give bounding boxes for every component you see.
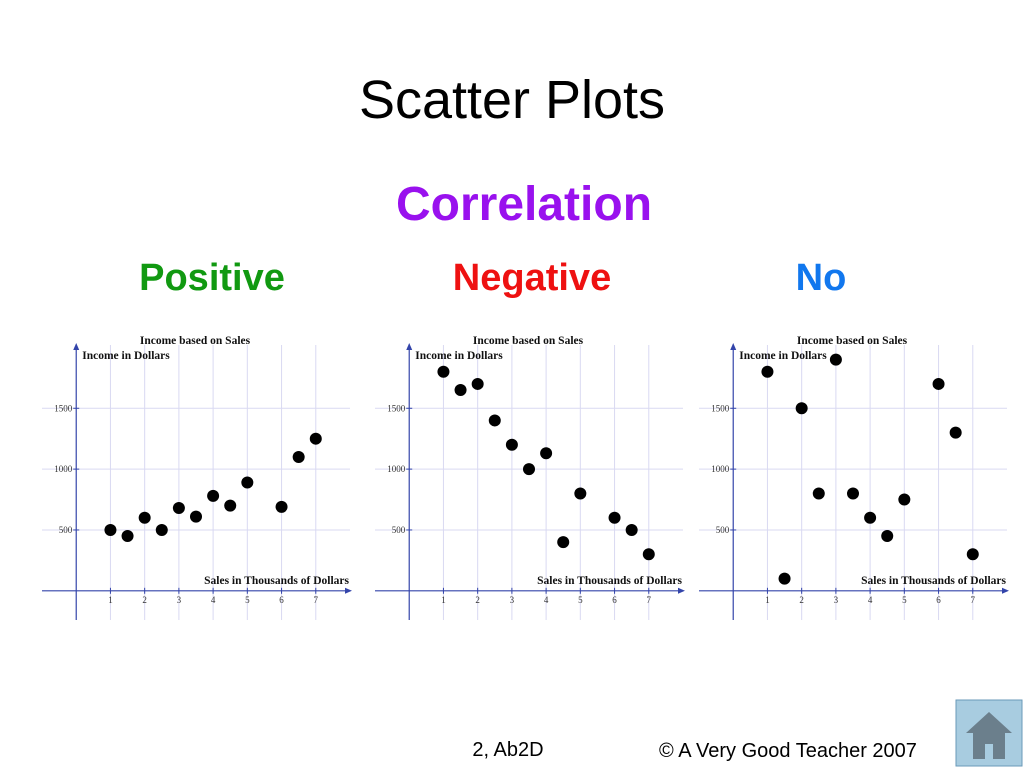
slide-subtitle: Correlation	[396, 178, 652, 231]
x-tick-label: 1	[108, 595, 113, 605]
point	[275, 500, 288, 513]
point	[505, 438, 518, 451]
x-tick-label: 6	[612, 595, 617, 605]
y-tick-label: 1500	[54, 403, 73, 413]
home-roof[interactable]	[966, 712, 1012, 733]
point	[540, 447, 553, 460]
point	[155, 523, 168, 536]
point	[224, 499, 237, 512]
scatter-chart: No 1 2 3 4 5 6 7 500 1000 1500 Income based on Sale…	[699, 257, 1009, 620]
x-tick-label: 3	[510, 595, 515, 605]
x-tick-label: 7	[314, 595, 319, 605]
y-tick-label: 500	[392, 525, 406, 535]
point	[172, 502, 185, 515]
chart-title: Income based on Sales	[140, 335, 251, 347]
point	[812, 487, 825, 500]
x-tick-label: 1	[441, 595, 446, 605]
scatter-chart: Negative 1 2 3 4 5 6 7 500 1000 1500 Income based o…	[375, 257, 685, 620]
chart-title: Income based on Sales	[797, 335, 908, 347]
y-tick-label: 1500	[711, 403, 730, 413]
point	[292, 450, 305, 463]
y-tick-label: 1500	[387, 403, 406, 413]
x-tick-label: 4	[868, 595, 873, 605]
x-tick-label: 4	[211, 595, 216, 605]
y-axis-label: Income in Dollars	[82, 350, 170, 362]
point	[795, 402, 808, 415]
point	[207, 489, 220, 502]
copyright: © A Very Good Teacher 2007	[659, 740, 917, 762]
point	[625, 523, 638, 536]
y-tick-label: 1000	[54, 464, 73, 474]
y-tick-label: 1000	[387, 464, 406, 474]
point	[138, 511, 151, 524]
scatter-chart: Positive 1 2 3 4 5 6 7 500 1000 1500 Income based o…	[42, 257, 352, 620]
x-tick-label: 2	[475, 595, 480, 605]
point	[454, 384, 467, 397]
slide-title: Scatter Plots	[359, 70, 665, 130]
home-door[interactable]	[985, 744, 993, 759]
y-axis-label: Income in Dollars	[415, 350, 503, 362]
x-tick-label: 3	[177, 595, 182, 605]
point	[309, 432, 322, 445]
x-tick-label: 2	[799, 595, 804, 605]
y-tick-label: 1000	[711, 464, 730, 474]
x-tick-label: 3	[834, 595, 839, 605]
point	[761, 365, 774, 378]
y-axis-arrow	[406, 343, 413, 350]
x-tick-label: 2	[142, 595, 147, 605]
chart-heading: Negative	[453, 257, 611, 299]
point	[966, 548, 979, 561]
point	[847, 487, 859, 500]
point	[574, 487, 587, 500]
chart-title: Income based on Sales	[473, 335, 584, 347]
point	[241, 476, 254, 489]
x-tick-label: 4	[544, 595, 549, 605]
x-axis-label: Sales in Thousands of Dollars	[204, 575, 349, 587]
x-tick-label: 6	[279, 595, 284, 605]
point	[523, 463, 535, 476]
home-button[interactable]	[955, 699, 1023, 767]
x-tick-label: 6	[936, 595, 941, 605]
x-axis-arrow	[678, 587, 685, 594]
point	[949, 426, 962, 439]
point	[190, 510, 202, 523]
chart-heading: No	[796, 257, 847, 299]
chart-heading: Positive	[139, 257, 285, 299]
y-tick-label: 500	[716, 525, 730, 535]
point	[437, 365, 450, 378]
point	[608, 511, 621, 524]
footer: 2, Ab2D	[472, 739, 543, 761]
point	[642, 548, 655, 561]
x-axis-arrow	[1002, 587, 1009, 594]
x-axis-label: Sales in Thousands of Dollars	[537, 575, 682, 587]
x-axis-label: Sales in Thousands of Dollars	[861, 575, 1006, 587]
point	[932, 377, 945, 390]
x-tick-label: 5	[245, 595, 250, 605]
y-axis-arrow	[730, 343, 737, 350]
point	[778, 572, 791, 585]
point	[471, 377, 484, 390]
x-tick-label: 1	[765, 595, 770, 605]
x-tick-label: 7	[971, 595, 976, 605]
y-axis-label: Income in Dollars	[739, 350, 827, 362]
point	[864, 511, 877, 524]
point	[829, 353, 842, 366]
x-tick-label: 5	[578, 595, 583, 605]
x-axis-arrow	[345, 587, 352, 594]
point	[557, 536, 570, 549]
point	[104, 523, 117, 536]
y-axis-arrow	[73, 343, 80, 350]
x-tick-label: 7	[647, 595, 652, 605]
point	[881, 530, 894, 543]
y-tick-label: 500	[59, 525, 73, 535]
point	[488, 414, 501, 427]
point	[121, 530, 134, 543]
x-tick-label: 5	[902, 595, 907, 605]
point	[898, 493, 911, 506]
